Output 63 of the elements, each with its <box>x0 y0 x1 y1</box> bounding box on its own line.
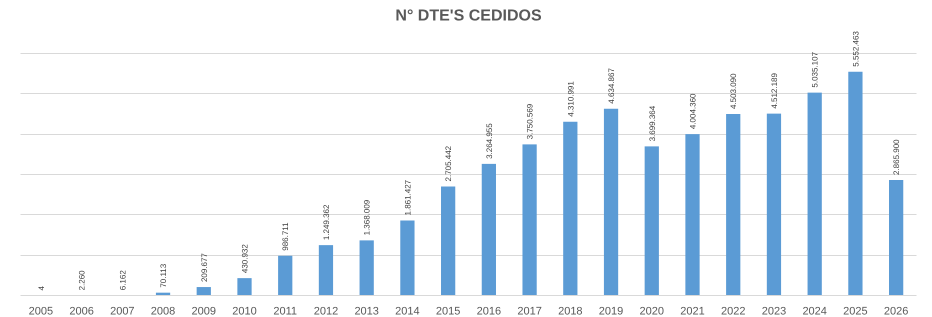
data-label: 3.699.364 <box>648 105 657 142</box>
data-label: 430.932 <box>240 244 250 274</box>
bar <box>766 114 782 296</box>
data-label: 70.113 <box>159 263 168 288</box>
data-label: 986.711 <box>281 222 290 251</box>
x-tick-label: 2013 <box>354 306 379 317</box>
bar <box>808 92 822 296</box>
x-tick-label: 2005 <box>28 306 54 317</box>
bar <box>441 186 456 296</box>
x-tick-label: 2014 <box>395 306 420 317</box>
bar <box>278 256 292 296</box>
data-label: 4.512.189 <box>770 72 779 109</box>
data-label: 1.861.427 <box>403 179 412 216</box>
x-tick-label: 2016 <box>476 306 502 317</box>
x-tick-label: 2011 <box>273 306 298 317</box>
bar <box>644 146 659 296</box>
bar <box>482 164 496 296</box>
data-label: 4.634.867 <box>607 68 616 104</box>
data-label: 2.260 <box>78 270 87 290</box>
x-tick-label: 2019 <box>598 306 624 317</box>
data-label: 4 <box>36 286 46 290</box>
x-tick-label: 2012 <box>314 306 338 317</box>
bar <box>196 287 211 296</box>
x-tick-label: 2021 <box>680 306 705 317</box>
data-label: 6.162 <box>118 270 128 290</box>
x-tick-label: 2024 <box>802 306 827 317</box>
bar <box>400 220 415 296</box>
x-tick-label: 2020 <box>640 306 664 317</box>
x-tick-label: 2017 <box>517 306 542 317</box>
data-label: 5.035.107 <box>810 51 820 88</box>
data-label: 2.705.442 <box>444 145 454 182</box>
data-label: 5.552.463 <box>851 30 860 67</box>
bar <box>685 134 700 296</box>
data-label: 3.750.569 <box>526 103 535 140</box>
bar <box>848 72 863 296</box>
x-tick-label: 2010 <box>232 306 257 317</box>
chart-title: N° DTE'S CEDIDOS <box>395 8 542 24</box>
x-tick-label: 2008 <box>150 306 176 317</box>
bar <box>889 180 904 296</box>
data-label: 3.264.955 <box>484 122 494 159</box>
bar <box>237 278 252 296</box>
bar <box>360 240 374 296</box>
data-label: 1.249.362 <box>322 204 331 240</box>
bar <box>604 108 618 296</box>
bar <box>318 245 334 296</box>
x-tick-label: 2018 <box>558 306 583 317</box>
data-label: 4.310.991 <box>566 80 576 117</box>
x-tick-label: 2015 <box>436 306 460 317</box>
bar <box>522 144 537 296</box>
bar <box>563 122 578 296</box>
data-label: 209.677 <box>200 252 209 282</box>
data-label: 4.503.090 <box>729 72 738 110</box>
data-label: 2.865.900 <box>892 138 902 175</box>
x-tick-label: 2022 <box>720 306 746 317</box>
x-tick-label: 2007 <box>110 306 135 317</box>
x-tick-label: 2009 <box>192 306 216 317</box>
x-tick-label: 2026 <box>884 306 908 317</box>
data-label: 4.004.360 <box>688 92 698 130</box>
bar <box>726 114 740 296</box>
x-tick-label: 2025 <box>843 306 868 317</box>
data-label: 1.368.009 <box>362 199 372 236</box>
x-tick-label: 2023 <box>762 306 786 317</box>
x-tick-label: 2006 <box>69 306 94 317</box>
